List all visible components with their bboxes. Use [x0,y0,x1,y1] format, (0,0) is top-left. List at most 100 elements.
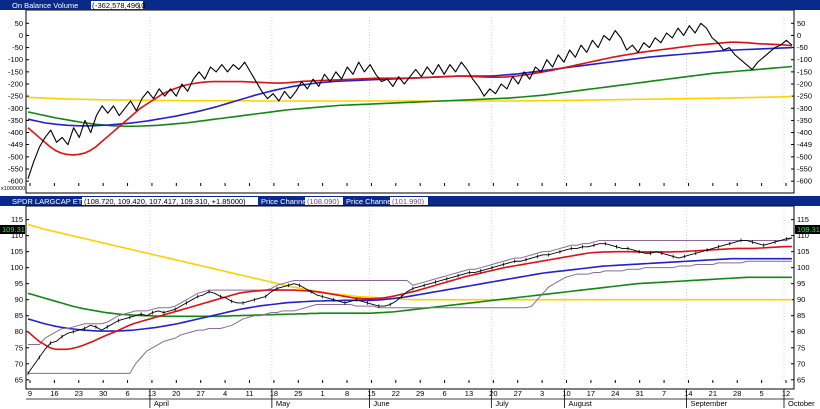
x-tick-label: 25 [294,389,302,398]
x-tick-label: 7 [662,389,666,398]
legend-price-channel-1-value: (108.090) [307,197,340,206]
y-tick-label-left: 80 [15,327,23,336]
y-tick-label-left: 50 [15,19,23,28]
x-tick-label: 9 [28,389,32,398]
legend-price-channel-2-value-box [390,197,428,205]
obv-scale-note: x1000000 [1,186,25,192]
x-tick-label: 24 [611,389,619,398]
price-series-yellow-line [27,223,792,301]
obv-series-obv-line [27,22,793,179]
y-tick-label-right: -449 [797,140,812,149]
price-panel: SPDR LARGCAP ETF (108.720, 109.420, 107.… [0,196,820,408]
y-tick-label-left: -600 [8,177,23,186]
obv-series-green-line [27,65,793,128]
x-tick-label: 20 [489,389,497,398]
y-tick-label-right: -150 [797,67,812,76]
x-tick-label: 22 [392,389,400,398]
y-tick-label-right: 110 [797,231,809,240]
x-tick-label: 27 [514,389,522,398]
x-tick-label: 12 [782,389,790,398]
y-tick-label-right: -200 [797,80,812,89]
y-tick-label-right: 50 [797,19,805,28]
x-tick-label: 16 [50,389,58,398]
x-tick-label: 6 [442,389,446,398]
obv-y-ticks-left: 50 0 -50 -100 -150 -200 -250 -300 -350 -400 -449 -5… [8,19,29,186]
price-series-channel-upper-line [28,237,793,346]
y-tick-label-right: -600 [797,177,812,186]
x-tick-label: 23 [75,389,83,398]
x-tick-label: 17 [587,389,595,398]
x-tick-label: 5 [760,389,764,398]
y-tick-label-right: -400 [797,128,812,137]
x-tick-label: 3 [540,389,544,398]
y-tick-label-right: 80 [797,327,805,336]
y-tick-label-right: -100 [797,55,812,64]
x-tick-label: 30 [99,389,107,398]
obv-value-open-paren: ( [92,1,95,10]
y-tick-label-right: 95 [797,279,805,288]
y-tick-label-left: -300 [8,104,23,113]
legend-price-channel-2-value: (101.990) [392,197,425,206]
y-tick-label-right: 100 [797,263,810,272]
price-series-blue-line [27,257,792,332]
obv-value-box [91,1,143,9]
obv-series [27,22,793,179]
x-tick-label: 1 [321,389,325,398]
month-label: June [373,399,389,408]
y-tick-label-right: 105 [797,247,810,256]
x-tick-label: 29 [416,389,424,398]
y-tick-label-right: -50 [797,43,808,52]
y-tick-label-left: -449 [8,140,23,149]
obv-panel: On Balance Volume ( -362,578,496.0 ) 50 0… [0,0,820,194]
obv-series-red-line [27,41,793,156]
y-tick-label-left: -100 [8,55,23,64]
x-tick-label: 21 [709,389,717,398]
price-y-ticks-right: 115 110 105 100 95 90 85 80 75 70 65 [791,215,810,384]
x-axis: 9 16 23 30 6 13 20 27 4 11 18 25 1 8 15 22 29 6 13 20 27 3 10 1… [26,389,815,408]
y-tick-label-left: -200 [8,80,23,89]
price-title: SPDR LARGCAP ETF [12,197,87,206]
price-series-channel-lower-line [28,260,792,374]
x-tick-label: 13 [465,389,473,398]
price-series-green-line [27,276,792,318]
month-label: August [569,399,593,408]
y-tick-label-left: 85 [15,311,23,320]
y-tick-label-left: 90 [15,295,23,304]
last-value-label-left: 109.31 [2,225,25,234]
y-tick-label-right: 70 [797,359,805,368]
y-tick-label-left: 115 [11,215,23,224]
x-tick-label: 27 [197,389,205,398]
legend-price-channel-1-value-box [305,197,343,205]
obv-title: On Balance Volume [12,1,78,10]
obv-series-yellow-line [27,95,793,102]
month-label: April [154,399,169,408]
y-tick-label-right: 90 [797,295,805,304]
price-series [27,223,793,376]
price-series-price-line [27,237,793,374]
y-tick-label-right: -250 [797,92,812,101]
price-panel-frame [25,205,795,390]
y-tick-label-right: 0 [797,31,801,40]
x-tick-label: 8 [345,389,349,398]
x-tick-label: 6 [125,389,129,398]
last-value-badge-right [795,225,820,234]
x-tick-label: 20 [172,389,180,398]
y-tick-label-left: 105 [10,247,23,256]
legend-price-channel-2-label: Price Channel [346,197,393,206]
month-label: September [690,399,727,408]
y-tick-label-right: 115 [797,215,809,224]
price-title-values: (108.720, 109.420, 107.417, 109.310, +1.… [84,197,246,206]
x-tick-label: 15 [367,389,375,398]
y-tick-label-right: -550 [797,165,812,174]
x-tick-label: 13 [148,389,156,398]
x-tick-label: 31 [636,389,644,398]
price-values-box [82,197,258,205]
y-tick-label-right: 85 [797,311,805,320]
y-tick-label-right: 75 [797,343,805,352]
y-tick-label-left: 110 [11,231,23,240]
price-y-ticks-left: 115 110 105 100 95 90 85 80 75 70 65 [10,215,29,384]
y-tick-label-left: 75 [15,343,23,352]
x-tick-label: 4 [223,389,227,398]
month-label: October [788,399,815,408]
y-tick-label-right: -300 [797,104,812,113]
